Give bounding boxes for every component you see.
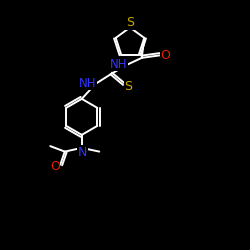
Text: O: O bbox=[160, 49, 170, 62]
Text: O: O bbox=[50, 160, 60, 173]
Text: NH: NH bbox=[110, 58, 128, 71]
Text: N: N bbox=[78, 146, 88, 159]
Text: S: S bbox=[126, 16, 134, 30]
Text: NH: NH bbox=[79, 77, 96, 90]
Text: S: S bbox=[124, 80, 132, 92]
